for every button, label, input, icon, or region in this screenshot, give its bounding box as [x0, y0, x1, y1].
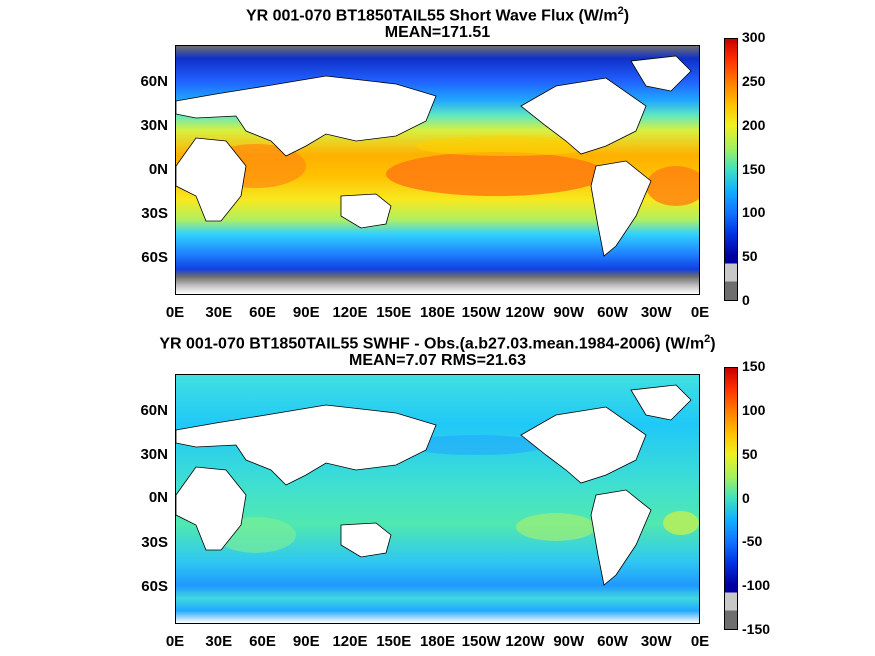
longitude-tick-label: 90E	[292, 304, 320, 321]
north-america-land	[520, 77, 647, 155]
panel2-ytick: 0N	[148, 489, 168, 506]
panel2-ytick: 60N	[140, 402, 168, 419]
panel1-ytick: 60S	[141, 249, 168, 266]
colorbar-tick-label: -150	[742, 621, 771, 637]
australia-land	[340, 193, 392, 229]
panel2-title: YR 001-070 BT1850TAIL55 SWHF - Obs.(a.b2…	[159, 333, 716, 353]
south-america-land	[590, 160, 652, 257]
longitude-tick-label: 30W	[640, 633, 672, 650]
colorbar-tick-label: -100	[742, 577, 771, 594]
africa-land	[176, 137, 247, 222]
longitude-tick-label: 0E	[165, 304, 185, 321]
panel1-ytick: 30N	[140, 117, 168, 134]
south-america-land	[590, 489, 652, 586]
panel2-mean: MEAN=7.07 RMS=21.63	[349, 352, 526, 369]
panel2-ytick: 30S	[141, 534, 168, 551]
north-america-land	[520, 406, 647, 484]
colorbar-tick-label: 100	[742, 204, 766, 221]
greenland-land	[630, 55, 692, 92]
colorbar-tick-label: 50	[742, 445, 758, 462]
longitude-tick-label: 90E	[292, 633, 320, 650]
greenland-land	[630, 384, 692, 421]
eurasia-land	[176, 75, 437, 157]
colorbar-tick-label: 300	[742, 29, 766, 45]
longitude-tick-label: 120E	[332, 633, 368, 650]
colorbar-tick-label: 100	[742, 401, 766, 418]
longitude-tick-label: 90W	[553, 633, 585, 650]
eurasia-land	[176, 404, 437, 486]
panel1-ytick: 0N	[148, 161, 168, 178]
longitude-tick-label: 120E	[332, 304, 368, 321]
longitude-tick-label: 120W	[505, 633, 545, 650]
colorbar-tick-label: 200	[742, 116, 766, 133]
colorbar-tick-label: 150	[742, 358, 766, 374]
longitude-tick-label: 120W	[505, 304, 545, 321]
colorbar-tick-label: 0	[742, 292, 750, 308]
longitude-tick-label: 60W	[597, 304, 628, 321]
longitude-tick-label: 180E	[419, 304, 456, 321]
panel1-ytick: 60N	[140, 73, 168, 90]
longitude-tick-label: 30W	[640, 304, 672, 321]
longitude-tick-label: 30E	[205, 304, 233, 321]
panel1-colorbar	[724, 38, 738, 301]
panel1-title: YR 001-070 BT1850TAIL55 Short Wave Flux …	[245, 5, 630, 25]
longitude-tick-label: 0E	[690, 304, 710, 321]
colorbar-tick-label: 250	[742, 72, 766, 89]
panel2-colorbar	[724, 367, 738, 630]
longitude-tick-label: 60E	[249, 304, 276, 321]
longitude-tick-label: 30E	[205, 633, 233, 650]
longitude-tick-label: 150E	[376, 633, 412, 650]
colorbar-tick-label: 150	[742, 160, 766, 177]
panel2-ytick: 30N	[140, 446, 168, 463]
longitude-tick-label: 150W	[461, 304, 501, 321]
longitude-tick-label: 60W	[597, 633, 628, 650]
swhf-bias-map	[175, 374, 700, 624]
africa-land	[176, 466, 247, 551]
colorbar-tick-label: -50	[742, 533, 763, 550]
australia-land	[340, 522, 392, 558]
longitude-tick-label: 150E	[376, 304, 412, 321]
panel2-ytick: 60S	[141, 578, 168, 595]
longitude-tick-label: 0E	[165, 633, 185, 650]
longitude-tick-label: 180E	[419, 633, 456, 650]
sw-flux-map	[175, 45, 700, 295]
colorbar-tick-label: 50	[742, 248, 758, 265]
longitude-tick-label: 60E	[249, 633, 276, 650]
panel1-ytick: 30S	[141, 205, 168, 222]
colorbar-tick-label: 0	[742, 489, 750, 506]
panel1-mean: MEAN=171.51	[384, 24, 491, 41]
longitude-tick-label: 150W	[461, 633, 501, 650]
longitude-tick-label: 90W	[553, 304, 585, 321]
longitude-tick-label: 0E	[690, 633, 710, 650]
